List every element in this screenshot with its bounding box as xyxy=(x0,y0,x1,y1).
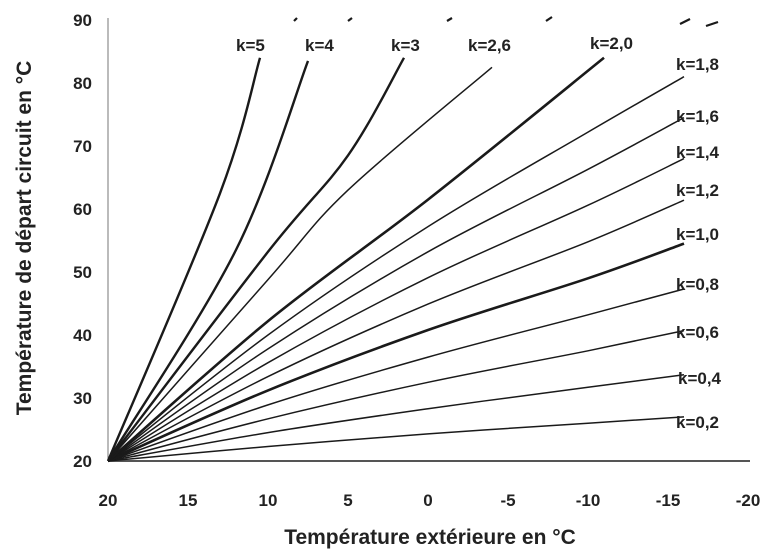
curve-label-k-1-4: k=1,4 xyxy=(676,143,720,162)
curve-labels: k=0,2 k=0,4 k=0,6 k=0,8 k=1,0 k=1,2 k=1,4 k=1,6… xyxy=(236,34,722,432)
y-tick-labels: 20 30 40 50 60 70 80 90 xyxy=(73,11,92,471)
curve-k-5 xyxy=(106,57,262,462)
y-tick-label: 70 xyxy=(73,137,92,156)
y-tick-label: 50 xyxy=(73,263,92,282)
y-tick-label: 40 xyxy=(73,326,92,345)
curve-label-k-5: k=5 xyxy=(236,36,265,55)
y-tick-label: 30 xyxy=(73,389,92,408)
x-tick-label: -5 xyxy=(500,491,515,510)
x-tick-label: 20 xyxy=(99,491,118,510)
curve-label-k-0-6: k=0,6 xyxy=(676,323,719,342)
y-tick-label: 20 xyxy=(73,452,92,471)
curve-end-mark xyxy=(679,18,691,25)
y-tick-label: 80 xyxy=(73,74,92,93)
curve-k-0-6 xyxy=(107,329,685,462)
curve-label-k-0-2: k=0,2 xyxy=(676,413,719,432)
curve-k-0-8 xyxy=(107,288,685,462)
curve-k-1-6 xyxy=(107,116,685,462)
curve-label-k-3: k=3 xyxy=(391,36,420,55)
y-tick-label: 90 xyxy=(73,11,92,30)
x-tick-label: -10 xyxy=(576,491,601,510)
x-tick-label: 10 xyxy=(259,491,278,510)
curve-k-1-4 xyxy=(107,157,685,462)
curve-end-mark xyxy=(705,20,719,28)
x-tick-label: -20 xyxy=(736,491,761,510)
curve-end-mark xyxy=(446,17,453,22)
curve-label-k-1-0: k=1,0 xyxy=(676,225,719,244)
x-tick-label: 15 xyxy=(179,491,198,510)
curve-k-0-2 xyxy=(107,416,685,462)
x-axis-title: Température extérieure en °C xyxy=(284,526,576,549)
curve-k-0-4 xyxy=(107,373,685,462)
y-axis-title: Température de départ circuit en °C xyxy=(13,61,36,416)
curve-label-k-1-8: k=1,8 xyxy=(676,55,719,74)
x-tick-label: -15 xyxy=(656,491,681,510)
curve-label-k-0-8: k=0,8 xyxy=(676,275,719,294)
curve-label-k-1-6: k=1,6 xyxy=(676,107,719,126)
x-tick-labels: 20 15 10 5 0 -5 -10 -15 -20 xyxy=(99,491,761,510)
curve-k-1-2 xyxy=(107,199,685,462)
curve-k-1-0 xyxy=(107,242,685,463)
curve-label-k-4: k=4 xyxy=(305,36,334,55)
curve-k-3 xyxy=(107,57,406,462)
curve-label-k-1-2: k=1,2 xyxy=(676,181,719,200)
x-tick-label: 0 xyxy=(423,491,432,510)
curves xyxy=(106,16,719,463)
curve-end-mark xyxy=(293,17,298,22)
y-tick-label: 60 xyxy=(73,200,92,219)
curve-k-1-8 xyxy=(107,76,685,462)
curve-k-2-6 xyxy=(107,66,493,462)
curve-label-k-0-4: k=0,4 xyxy=(678,369,722,388)
curve-label-k-2-6: k=2,6 xyxy=(468,36,511,55)
x-tick-label: 5 xyxy=(343,491,352,510)
curve-k-2-0 xyxy=(107,56,605,462)
curve-k-4 xyxy=(106,60,310,462)
curve-end-mark xyxy=(545,16,553,22)
curve-end-mark xyxy=(347,17,353,22)
curve-label-k-2-0: k=2,0 xyxy=(590,34,633,53)
